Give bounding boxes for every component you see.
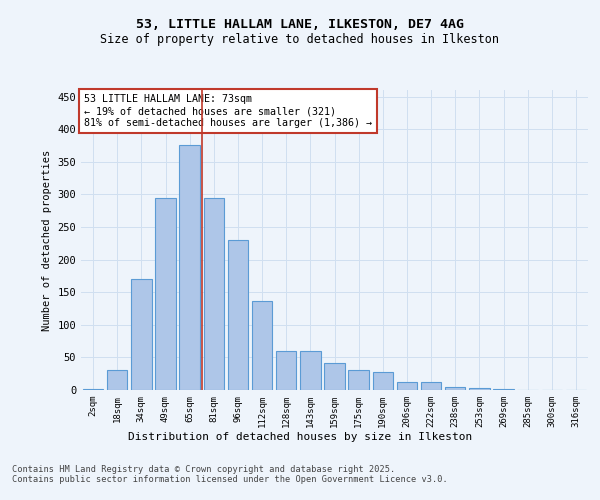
Bar: [300, 351, 320, 390]
Bar: [276, 351, 296, 390]
Bar: [203, 198, 224, 390]
Text: Contains HM Land Registry data © Crown copyright and database right 2025.
Contai: Contains HM Land Registry data © Crown c…: [12, 465, 448, 484]
Bar: [227, 240, 248, 390]
Y-axis label: Number of detached properties: Number of detached properties: [42, 150, 52, 330]
Bar: [155, 198, 176, 390]
Bar: [469, 388, 490, 390]
Bar: [445, 386, 466, 390]
Text: Distribution of detached houses by size in Ilkeston: Distribution of detached houses by size …: [128, 432, 472, 442]
Bar: [252, 300, 272, 390]
Bar: [83, 388, 103, 390]
Text: Size of property relative to detached houses in Ilkeston: Size of property relative to detached ho…: [101, 32, 499, 46]
Bar: [349, 370, 369, 390]
Bar: [107, 370, 127, 390]
Bar: [421, 382, 442, 390]
Bar: [373, 372, 393, 390]
Text: 53 LITTLE HALLAM LANE: 73sqm
← 19% of detached houses are smaller (321)
81% of s: 53 LITTLE HALLAM LANE: 73sqm ← 19% of de…: [83, 94, 371, 128]
Bar: [179, 146, 200, 390]
Bar: [397, 382, 417, 390]
Bar: [324, 362, 345, 390]
Bar: [131, 279, 152, 390]
Text: 53, LITTLE HALLAM LANE, ILKESTON, DE7 4AG: 53, LITTLE HALLAM LANE, ILKESTON, DE7 4A…: [136, 18, 464, 30]
